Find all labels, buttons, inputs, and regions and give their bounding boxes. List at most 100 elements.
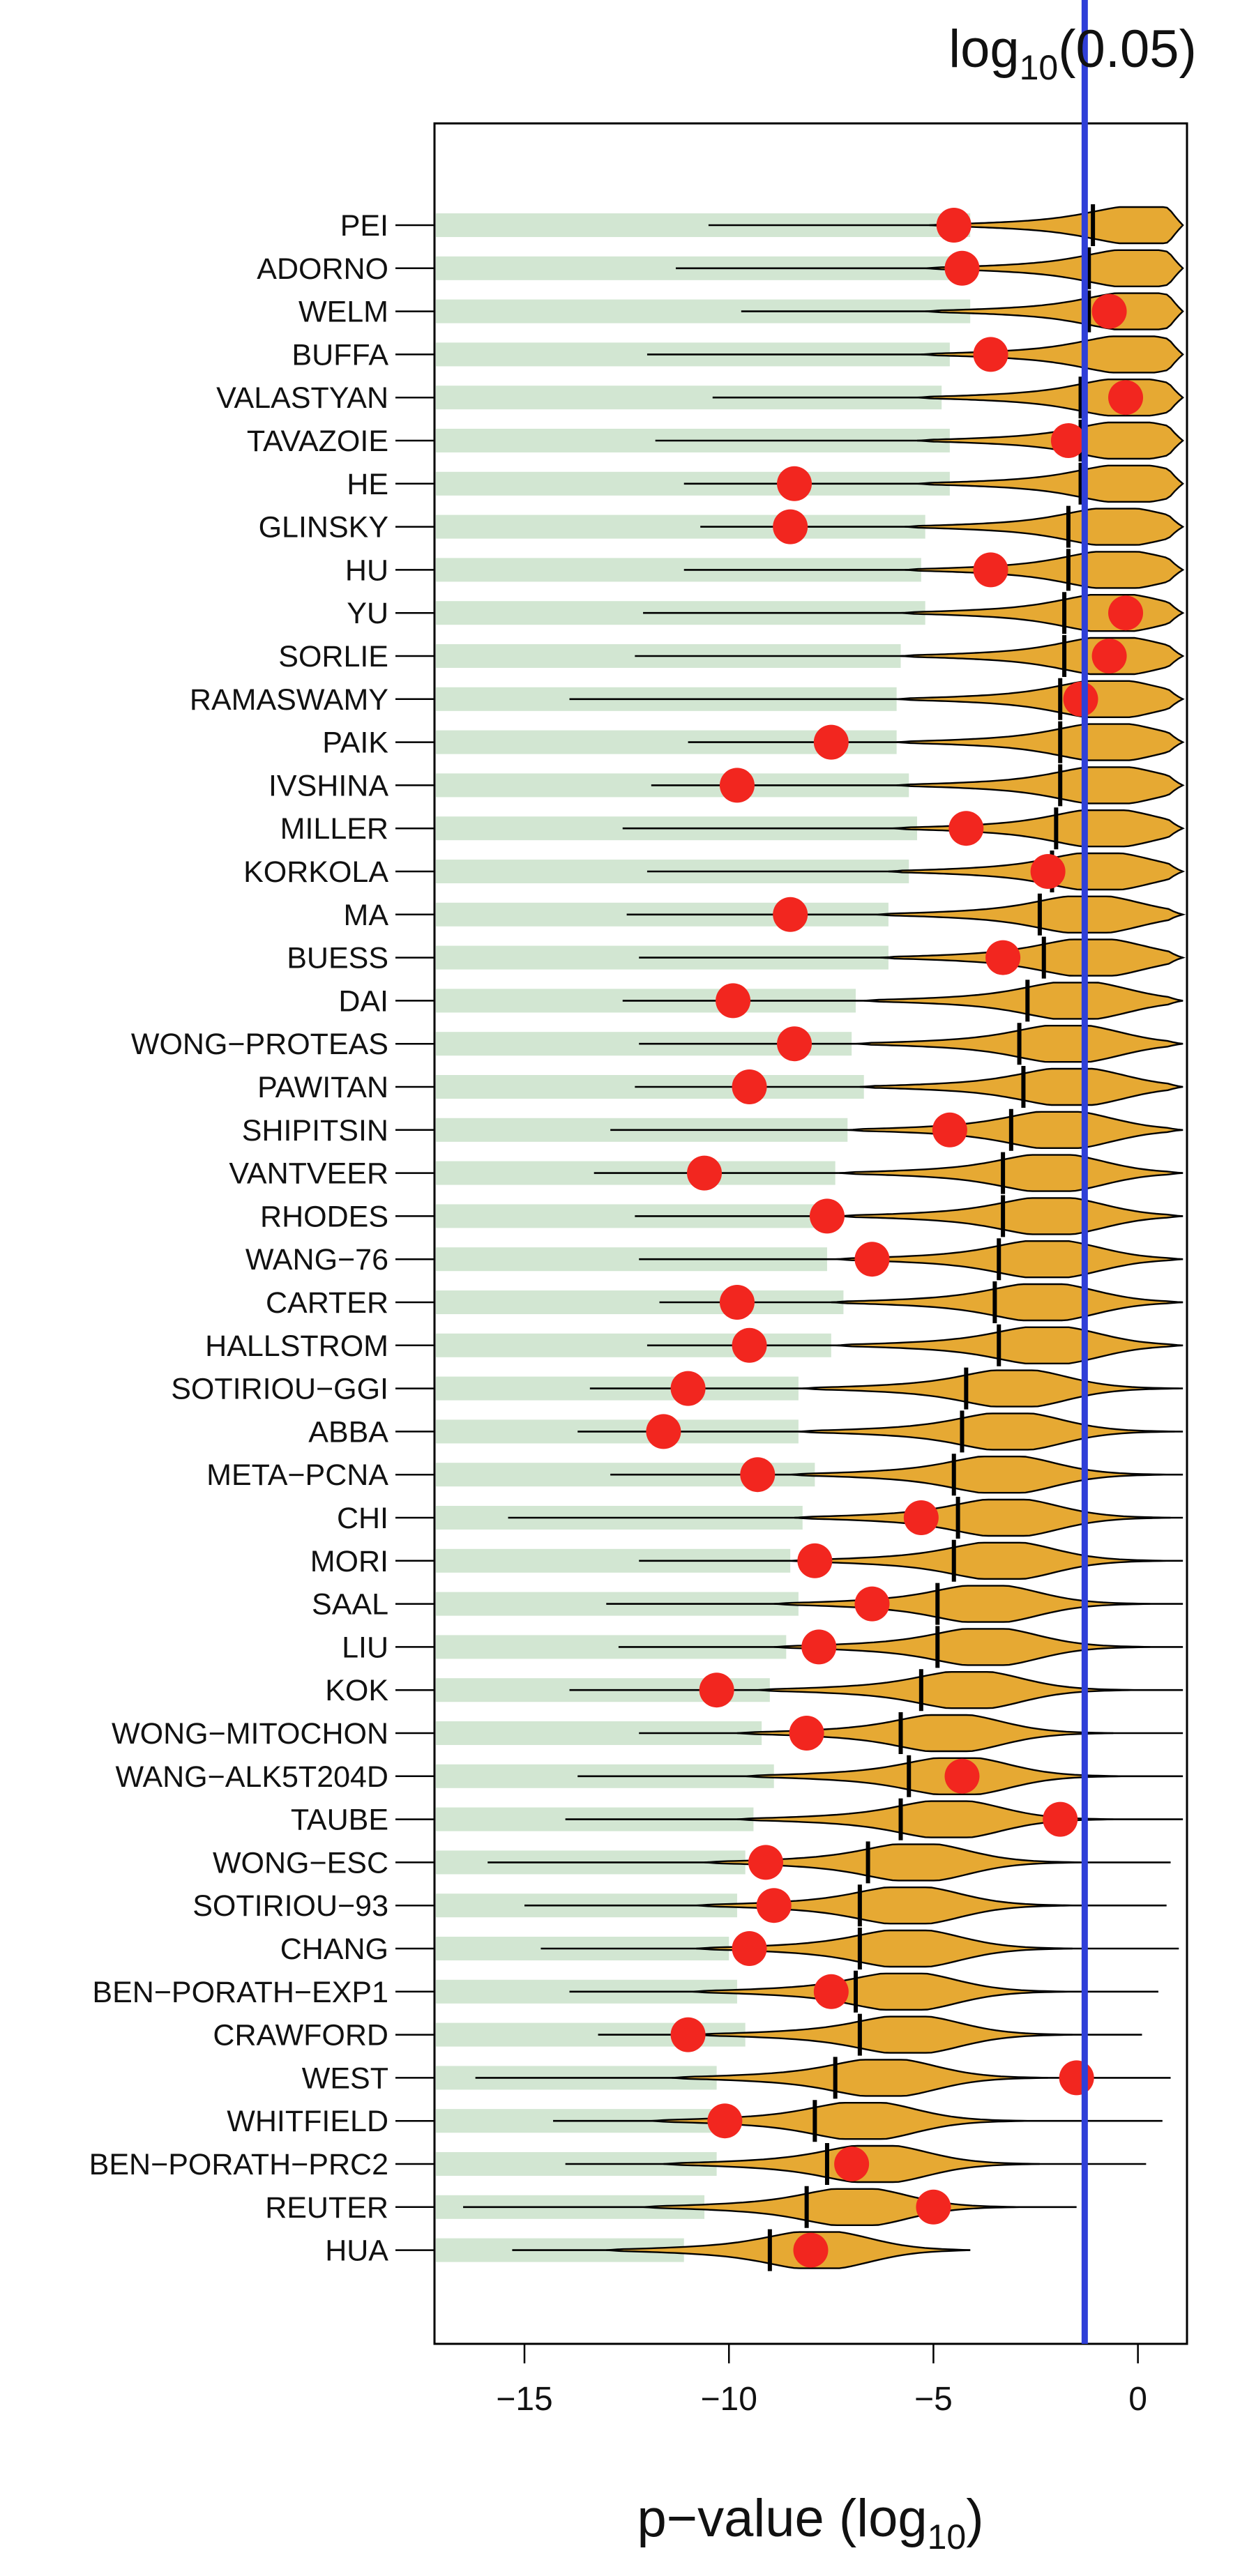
observed-dot-6: [777, 466, 812, 501]
observed-dot-12: [813, 724, 849, 760]
observed-dot-38: [748, 1845, 783, 1880]
observed-dot-23: [809, 1198, 845, 1234]
row-label-8: HU: [345, 554, 388, 587]
violin-33: [773, 1628, 1151, 1666]
row-label-25: CARTER: [266, 1286, 388, 1320]
median-ticks: [767, 204, 1096, 2271]
row-label-41: BEN−PORATH−EXP1: [92, 1976, 388, 2009]
row-label-20: PAWITAN: [257, 1071, 388, 1104]
row-label-17: BUESS: [287, 942, 388, 975]
observed-dot-33: [801, 1629, 837, 1665]
observed-dot-40: [732, 1931, 767, 1966]
significance-line-label: log10(0.05): [948, 20, 1197, 87]
row-label-3: BUFFA: [292, 338, 388, 372]
observed-dot-7: [773, 509, 808, 544]
observed-dot-4: [1108, 380, 1144, 416]
row-label-37: TAUBE: [291, 1804, 388, 1837]
row-label-2: WELM: [298, 296, 388, 329]
violin-26: [835, 1326, 1184, 1365]
row-label-18: DAI: [338, 984, 388, 1018]
row-label-26: HALLSTROM: [205, 1329, 388, 1363]
violin-43: [672, 2059, 1048, 2097]
observed-dot-46: [916, 2189, 951, 2225]
violin-24: [835, 1240, 1184, 1279]
violin-30: [794, 1498, 1171, 1537]
x-tick-label-2: −5: [914, 2381, 953, 2418]
observed-dot-24: [854, 1242, 890, 1277]
observed-dot-39: [756, 1888, 792, 1923]
row-label-23: RHODES: [260, 1200, 388, 1233]
observed-dot-28: [646, 1414, 681, 1449]
violin-14: [892, 809, 1185, 848]
row-label-13: IVSHINA: [269, 769, 388, 802]
observed-dot-8: [973, 552, 1008, 588]
row-label-35: WONG−MITOCHON: [112, 1717, 388, 1751]
violin-42: [696, 2015, 1073, 2054]
x-axis-title: p−value (log10): [637, 2489, 983, 2556]
row-label-24: WANG−76: [245, 1243, 388, 1276]
x-tick-label-1: −10: [701, 2381, 757, 2418]
violin-29: [790, 1455, 1167, 1494]
violin-18: [863, 982, 1184, 1020]
row-label-15: KORKOLA: [243, 855, 388, 889]
violin-13: [896, 766, 1185, 805]
observed-dot-16: [773, 897, 808, 932]
row-label-27: SOTIRIOU−GGI: [171, 1373, 388, 1406]
observed-dot-44: [707, 2103, 743, 2139]
observed-dot-18: [716, 983, 751, 1019]
violin-6: [916, 464, 1184, 503]
row-label-32: SAAL: [312, 1588, 388, 1622]
row-label-5: TAVAZOIE: [247, 425, 388, 458]
row-label-44: WHITFIELD: [227, 2105, 388, 2138]
violin-22: [839, 1154, 1184, 1192]
row-label-28: ABBA: [308, 1415, 388, 1449]
violin-1: [925, 249, 1184, 287]
row-label-34: KOK: [325, 1674, 388, 1707]
violin-35: [736, 1714, 1114, 1753]
row-label-10: SORLIE: [278, 640, 388, 673]
violin-36: [745, 1757, 1122, 1796]
row-labels: PEI ADORNO WELM BUFFA VALASTYAN TAVAZOIE HE GLI…: [89, 209, 389, 2268]
observed-dot-37: [1043, 1801, 1078, 1837]
violin-25: [831, 1283, 1184, 1322]
row-label-12: PAIK: [322, 726, 388, 760]
observed-dot-31: [797, 1543, 833, 1578]
observed-dot-3: [973, 337, 1008, 372]
row-label-47: HUA: [325, 2234, 388, 2268]
violin-38: [704, 1843, 1081, 1882]
violin-31: [790, 1541, 1167, 1580]
observed-dot-20: [732, 1069, 767, 1104]
observed-dot-13: [719, 768, 755, 803]
violin-32: [773, 1585, 1151, 1623]
row-label-9: YU: [347, 597, 388, 630]
violin-46: [643, 2188, 1020, 2227]
row-label-30: CHI: [337, 1502, 388, 1535]
observed-dot-5: [1050, 423, 1086, 458]
observed-dot-14: [948, 811, 984, 846]
violin-39: [696, 1886, 1073, 1925]
plot-frame: [433, 122, 1188, 2345]
observed-dot-0: [936, 208, 971, 243]
observed-dot-25: [719, 1285, 755, 1320]
violin-40: [696, 1929, 1073, 1968]
observed-dot-27: [670, 1371, 706, 1406]
row-label-0: PEI: [340, 209, 388, 243]
row-label-38: WONG−ESC: [213, 1846, 388, 1880]
observed-dot-1: [944, 250, 980, 286]
row-label-36: WANG−ALK5T204D: [115, 1760, 388, 1794]
row-label-11: RAMASWAMY: [190, 683, 388, 717]
violin-47: [606, 2231, 971, 2269]
row-label-31: MORI: [310, 1545, 388, 1578]
violin-5: [916, 421, 1184, 460]
row-label-29: META−PCNA: [206, 1458, 388, 1492]
observed-dot-19: [777, 1026, 812, 1062]
row-label-16: MA: [344, 899, 389, 932]
violin-41: [692, 1972, 1068, 2011]
x-tick-label-3: 0: [1128, 2381, 1147, 2418]
observed-dot-30: [903, 1500, 939, 1535]
row-label-14: MILLER: [280, 812, 388, 846]
violin-27: [802, 1369, 1179, 1408]
violin-21: [847, 1111, 1184, 1150]
violin-44: [651, 2101, 1028, 2140]
